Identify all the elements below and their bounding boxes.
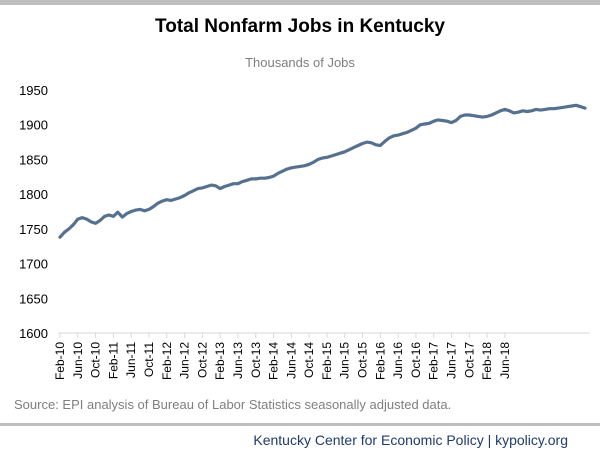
x-tick-label: Oct-12 — [195, 342, 209, 378]
series-line — [58, 103, 587, 239]
plot-area — [58, 103, 587, 239]
chart-title: Total Nonfarm Jobs in Kentucky — [155, 16, 445, 37]
x-tick-label: Feb-18 — [480, 342, 494, 380]
x-tick-label: Jun-12 — [178, 342, 192, 379]
y-tick-label: 1750 — [19, 222, 48, 237]
y-axis: 1600 1650 1700 1750 1800 1850 1900 1950 — [19, 83, 48, 341]
y-tick-label: 1850 — [19, 152, 48, 167]
x-tick-label: Jun-13 — [231, 342, 245, 379]
x-tick-label: Feb-16 — [373, 342, 387, 380]
x-tick-label: Oct-15 — [356, 342, 370, 378]
x-tick-label: Oct-16 — [409, 342, 423, 378]
x-tick-label: Feb-15 — [320, 342, 334, 380]
x-tick-label: Feb-14 — [267, 342, 281, 380]
x-tick-label: Jun-10 — [71, 342, 85, 379]
x-tick-label: Jun-11 — [124, 342, 138, 378]
y-tick-label: 1950 — [19, 83, 48, 98]
x-tick-label: Feb-13 — [213, 342, 227, 380]
x-tick-label: Jun-16 — [391, 342, 405, 379]
x-tick-label: Oct-10 — [89, 342, 103, 378]
credit-line: Kentucky Center for Economic Policy | ky… — [253, 432, 568, 448]
y-tick-label: 1800 — [19, 187, 48, 202]
source-note: Source: EPI analysis of Bureau of Labor … — [14, 397, 451, 412]
y-tick-label: 1900 — [19, 118, 48, 133]
x-tick-label: Feb-17 — [427, 342, 441, 380]
x-tick-label: Oct-17 — [462, 342, 476, 378]
x-tick-label: Jun-18 — [498, 342, 512, 379]
y-tick-label: 1650 — [19, 291, 48, 306]
y-tick-label: 1600 — [19, 326, 48, 341]
bottom-rule — [0, 423, 600, 426]
y-tick-label: 1700 — [19, 257, 48, 272]
x-tick-label: Feb-12 — [160, 342, 174, 380]
x-tick-label: Oct-14 — [302, 342, 316, 378]
x-tick-label: Oct-11 — [142, 342, 156, 377]
x-tick-label: Jun-14 — [284, 342, 298, 379]
x-tick-label: Jun-15 — [338, 342, 352, 379]
x-axis: Feb-10 Jun-10 Oct-10 Feb-11 Jun-11 Oct-11 Feb-… — [53, 333, 512, 380]
x-tick-label: Jun-17 — [445, 342, 459, 379]
chart-subtitle: Thousands of Jobs — [245, 55, 355, 70]
x-tick-label: Oct-13 — [249, 342, 263, 378]
top-rule — [0, 0, 600, 5]
x-tick-label: Feb-10 — [53, 342, 67, 380]
x-tick-label: Feb-11 — [106, 342, 120, 379]
